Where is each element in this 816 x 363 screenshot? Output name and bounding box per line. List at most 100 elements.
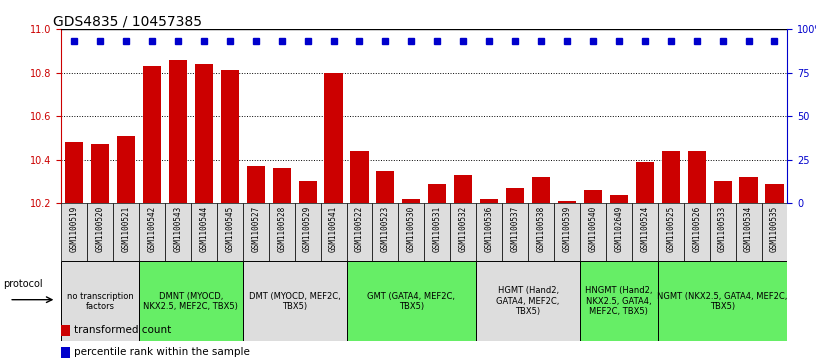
Bar (117, 136, 135, 203)
Bar (765, 184, 783, 203)
Text: GSM1100521: GSM1100521 (122, 206, 131, 252)
Bar (605, 203, 632, 261)
Bar (242, 261, 347, 341)
Text: GSM1102649: GSM1102649 (614, 206, 623, 252)
Bar (347, 261, 477, 341)
Bar (87, 203, 113, 261)
Text: GSM1100538: GSM1100538 (537, 206, 546, 252)
Bar (477, 261, 580, 341)
Bar (242, 203, 268, 261)
Bar (398, 203, 424, 261)
Bar (273, 168, 290, 203)
Text: GSM1100529: GSM1100529 (303, 206, 312, 252)
Bar (761, 203, 787, 261)
Text: no transcription
factors: no transcription factors (67, 291, 134, 311)
Bar (268, 203, 295, 261)
Bar (220, 70, 239, 203)
Bar (424, 203, 450, 261)
Text: percentile rank within the sample: percentile rank within the sample (74, 347, 251, 357)
Text: GSM1100537: GSM1100537 (511, 206, 520, 252)
Text: GSM1100545: GSM1100545 (225, 206, 234, 252)
Bar (583, 190, 602, 203)
Bar (554, 203, 580, 261)
Text: NGMT (NKX2.5, GATA4, MEF2C,
TBX5): NGMT (NKX2.5, GATA4, MEF2C, TBX5) (658, 291, 787, 311)
Bar (739, 177, 757, 203)
Bar (372, 203, 398, 261)
Text: GSM1100522: GSM1100522 (355, 206, 364, 252)
Text: DMNT (MYOCD,
NKX2.5, MEF2C, TBX5): DMNT (MYOCD, NKX2.5, MEF2C, TBX5) (144, 291, 238, 311)
Bar (143, 66, 161, 203)
Bar (532, 177, 550, 203)
Text: GSM1100539: GSM1100539 (562, 206, 571, 252)
Bar (480, 199, 499, 203)
Text: GSM1100535: GSM1100535 (770, 206, 779, 252)
Bar (428, 184, 446, 203)
Text: GSM1100533: GSM1100533 (718, 206, 727, 252)
Bar (350, 151, 369, 203)
Text: GSM1100526: GSM1100526 (692, 206, 701, 252)
Bar (450, 203, 477, 261)
Bar (477, 203, 502, 261)
Bar (402, 199, 420, 203)
Bar (688, 151, 706, 203)
Bar (713, 182, 732, 203)
Bar (658, 261, 787, 341)
Bar (632, 203, 658, 261)
Bar (684, 203, 710, 261)
Bar (710, 203, 735, 261)
Text: GSM1100520: GSM1100520 (95, 206, 104, 252)
Bar (246, 166, 265, 203)
Bar (61, 347, 70, 358)
Bar (662, 151, 680, 203)
Bar (636, 162, 654, 203)
Bar (455, 175, 472, 203)
Text: GSM1100527: GSM1100527 (251, 206, 260, 252)
Text: protocol: protocol (3, 279, 42, 289)
Text: GSM1100540: GSM1100540 (588, 206, 597, 252)
Bar (165, 203, 191, 261)
Text: DMT (MYOCD, MEF2C,
TBX5): DMT (MYOCD, MEF2C, TBX5) (249, 291, 340, 311)
Bar (139, 261, 242, 341)
Bar (295, 203, 321, 261)
Text: GSM1100541: GSM1100541 (329, 206, 338, 252)
Text: GSM1100524: GSM1100524 (641, 206, 650, 252)
Text: GSM1100523: GSM1100523 (381, 206, 390, 252)
Bar (299, 182, 317, 203)
Text: HNGMT (Hand2,
NKX2.5, GATA4,
MEF2C, TBX5): HNGMT (Hand2, NKX2.5, GATA4, MEF2C, TBX5… (585, 286, 653, 316)
Text: GSM1100544: GSM1100544 (199, 206, 208, 252)
Bar (113, 203, 139, 261)
Text: transformed count: transformed count (74, 325, 171, 335)
Bar (191, 203, 217, 261)
Text: GSM1100530: GSM1100530 (407, 206, 416, 252)
Bar (169, 60, 187, 203)
Bar (528, 203, 554, 261)
Bar (91, 144, 109, 203)
Bar (61, 261, 139, 341)
Bar (558, 201, 576, 203)
Bar (502, 203, 528, 261)
Text: GSM1100525: GSM1100525 (666, 206, 675, 252)
Bar (217, 203, 242, 261)
Text: GSM1100531: GSM1100531 (432, 206, 441, 252)
Bar (321, 203, 347, 261)
Bar (347, 203, 372, 261)
Bar (61, 325, 70, 336)
Bar (580, 261, 658, 341)
Bar (195, 64, 213, 203)
Bar (61, 203, 87, 261)
Text: GSM1100519: GSM1100519 (69, 206, 78, 252)
Text: GSM1100528: GSM1100528 (277, 206, 286, 252)
Text: GMT (GATA4, MEF2C,
TBX5): GMT (GATA4, MEF2C, TBX5) (367, 291, 455, 311)
Bar (580, 203, 605, 261)
Bar (325, 73, 343, 203)
Bar (65, 142, 83, 203)
Text: GSM1100543: GSM1100543 (174, 206, 183, 252)
Bar (610, 195, 628, 203)
Text: GSM1100542: GSM1100542 (148, 206, 157, 252)
Bar (376, 171, 394, 203)
Text: GSM1100536: GSM1100536 (485, 206, 494, 252)
Bar (139, 203, 165, 261)
Bar (506, 188, 524, 203)
Text: GSM1100532: GSM1100532 (459, 206, 468, 252)
Text: GSM1100534: GSM1100534 (744, 206, 753, 252)
